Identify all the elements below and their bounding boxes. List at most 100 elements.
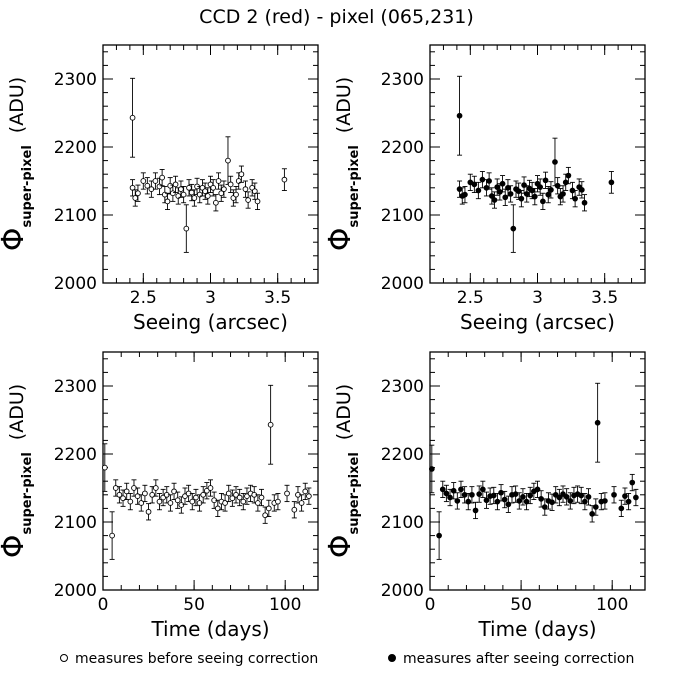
point-marker bbox=[258, 494, 265, 501]
point-marker bbox=[167, 182, 174, 189]
y-axis-subscript: super-pixel bbox=[20, 452, 35, 534]
point-marker bbox=[572, 195, 578, 202]
point-marker bbox=[472, 507, 479, 514]
data-point bbox=[521, 176, 527, 194]
point-marker bbox=[109, 532, 115, 539]
point-marker bbox=[531, 193, 538, 200]
point-marker bbox=[545, 191, 552, 198]
data-point bbox=[471, 175, 478, 194]
point-marker bbox=[454, 498, 461, 504]
data-point bbox=[191, 189, 198, 207]
point-marker bbox=[233, 491, 239, 498]
data-point bbox=[225, 484, 232, 503]
point-marker bbox=[608, 179, 615, 186]
point-marker bbox=[527, 492, 534, 499]
open-circle-icon bbox=[60, 654, 68, 662]
data-point bbox=[594, 382, 601, 463]
data-point bbox=[585, 488, 592, 506]
legend-open-label: measures before seeing correction bbox=[75, 651, 319, 667]
x-tick-label: 3.5 bbox=[591, 288, 618, 308]
legend-filled-marker: measures after seeing correction bbox=[388, 651, 634, 667]
point-marker bbox=[200, 491, 207, 498]
point-marker bbox=[167, 500, 174, 506]
point-marker bbox=[242, 186, 249, 193]
y-axis-label: Φsuper-pixel (ADU) bbox=[323, 384, 362, 558]
point-marker bbox=[462, 191, 468, 198]
data-point bbox=[578, 181, 585, 199]
point-marker bbox=[152, 485, 159, 491]
data-point bbox=[556, 488, 563, 507]
point-marker bbox=[602, 498, 608, 504]
panel-bottom-right: 0 50 100 2000 2100 2200 2300 Time (days) Φsuper-… bbox=[323, 351, 646, 641]
data-point bbox=[499, 175, 506, 193]
point-marker bbox=[284, 490, 290, 497]
point-marker bbox=[159, 174, 165, 181]
data-point bbox=[152, 172, 159, 190]
point-marker bbox=[552, 159, 558, 165]
point-marker bbox=[254, 198, 261, 205]
point-marker bbox=[520, 493, 526, 500]
point-marker bbox=[567, 498, 574, 504]
point-marker bbox=[554, 182, 561, 189]
data-point bbox=[116, 486, 123, 504]
point-marker bbox=[207, 485, 214, 491]
point-marker bbox=[633, 494, 639, 501]
plot-frame bbox=[102, 351, 319, 591]
data-point bbox=[189, 492, 196, 511]
point-marker bbox=[521, 182, 527, 188]
y-tick-label: 2200 bbox=[54, 445, 97, 465]
point-marker bbox=[494, 498, 501, 505]
chart-title: CCD 2 (red) - pixel (065,231) bbox=[199, 6, 474, 28]
point-marker bbox=[625, 498, 632, 505]
point-marker bbox=[172, 181, 179, 188]
point-marker bbox=[515, 188, 522, 195]
point-marker bbox=[556, 494, 563, 501]
point-marker bbox=[135, 190, 141, 197]
y-axis-symbol: Φ bbox=[323, 228, 358, 252]
point-marker bbox=[164, 198, 171, 205]
data-point bbox=[516, 492, 523, 510]
point-marker bbox=[560, 191, 566, 197]
data-point bbox=[527, 486, 534, 505]
data-point bbox=[531, 188, 538, 206]
data-point bbox=[244, 487, 250, 505]
y-axis-label: Φsuper-pixel (ADU) bbox=[0, 384, 35, 558]
data-point bbox=[565, 166, 572, 185]
data-point bbox=[537, 178, 544, 196]
data-point bbox=[172, 175, 179, 194]
data-point bbox=[233, 185, 239, 204]
y-tick-label: 2000 bbox=[381, 274, 424, 294]
data-point bbox=[193, 488, 199, 507]
data-point bbox=[552, 486, 559, 504]
x-tick-label: 3 bbox=[532, 288, 543, 308]
data-point bbox=[483, 491, 490, 509]
data-point bbox=[545, 185, 552, 204]
point-marker bbox=[552, 491, 559, 498]
point-marker bbox=[486, 178, 492, 184]
y-tick-label: 2200 bbox=[381, 445, 424, 465]
point-marker bbox=[171, 488, 177, 495]
y-axis-subscript: super-pixel bbox=[347, 452, 362, 534]
data-point bbox=[109, 511, 115, 560]
data-point bbox=[443, 484, 450, 503]
point-marker bbox=[140, 178, 147, 184]
point-marker bbox=[578, 186, 585, 193]
point-marker bbox=[229, 495, 236, 502]
plot-frame bbox=[429, 44, 646, 284]
point-marker bbox=[592, 504, 599, 510]
data-point bbox=[582, 492, 588, 511]
x-tick-label: 2.5 bbox=[457, 288, 484, 308]
data-point bbox=[450, 482, 457, 500]
point-marker bbox=[215, 178, 222, 184]
x-tick-label: 0 bbox=[425, 595, 436, 615]
data-point bbox=[462, 185, 468, 204]
point-marker bbox=[233, 191, 239, 198]
legend-filled-label: measures after seeing correction bbox=[403, 651, 635, 667]
filled-circle-icon bbox=[388, 654, 396, 662]
data-point bbox=[436, 511, 442, 560]
point-marker bbox=[563, 493, 570, 500]
y-tick-label: 2300 bbox=[381, 377, 424, 397]
data-point bbox=[523, 492, 530, 511]
data-point bbox=[180, 185, 187, 204]
